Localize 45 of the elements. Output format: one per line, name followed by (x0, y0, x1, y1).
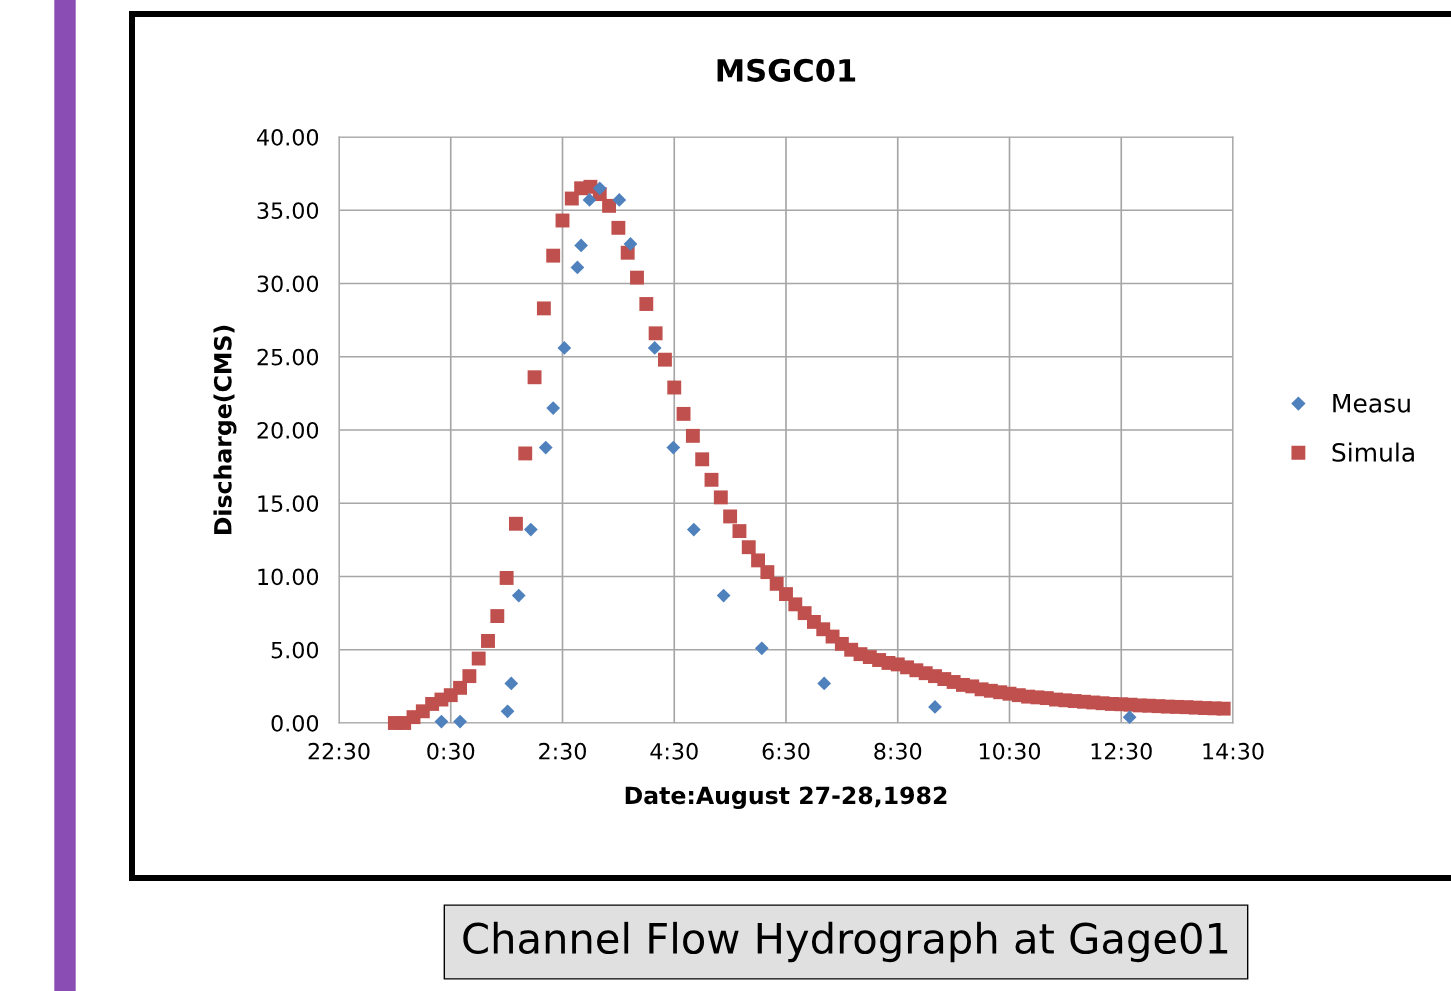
point (647, 341, 662, 355)
x-tick-label: 12:30 (1091, 742, 1152, 760)
x-tick-label: 4:30 (650, 742, 698, 760)
y-tick-label: 25.00 (257, 348, 319, 366)
point (592, 181, 607, 196)
point (570, 260, 585, 275)
x-tick-label: 10:30 (979, 742, 1041, 760)
y-tick-label: 35.00 (257, 202, 319, 220)
x-tick-label: 14:30 (1203, 742, 1264, 760)
point (817, 676, 832, 691)
point (623, 237, 638, 251)
x-tick-label: 0:30 (427, 742, 475, 760)
point (511, 588, 526, 603)
point (716, 588, 731, 603)
point (453, 714, 467, 729)
point (612, 193, 627, 207)
point (546, 401, 561, 415)
point (1122, 710, 1137, 725)
point (504, 676, 519, 691)
text: Channel Flow Hydrograph at Gage01 (463, 921, 1228, 963)
legend-label: Measu (1333, 394, 1410, 413)
y-tick-label: 0.00 (271, 714, 319, 732)
y-tick-label: 5.00 (271, 641, 319, 659)
x-tick-label: 6:30 (762, 742, 810, 760)
point (574, 238, 588, 253)
y-tick-label: 40.00 (257, 128, 319, 146)
point (754, 641, 769, 656)
point (523, 522, 538, 537)
point (666, 440, 681, 455)
point (538, 440, 553, 455)
y-tick-label: 15.00 (258, 495, 319, 513)
x-tick-label: 2:30 (539, 742, 586, 760)
point (686, 522, 701, 537)
point (582, 193, 597, 207)
y-tick-label: 10.00 (258, 568, 319, 586)
x-axis-title: Date:August 27-28,1982 (625, 786, 947, 810)
point (500, 704, 515, 719)
chart-title: MSGC01 (717, 58, 856, 82)
y-axis-title: Discharge(CMS) (213, 325, 237, 535)
x-tick-label: 8:30 (874, 742, 922, 760)
point (557, 341, 572, 355)
x-tick-label: 22:30 (308, 742, 370, 760)
legend-label: Simula (1332, 442, 1414, 462)
y-tick-label: 30.00 (257, 275, 319, 293)
y-tick-label: 20.00 (257, 421, 319, 439)
